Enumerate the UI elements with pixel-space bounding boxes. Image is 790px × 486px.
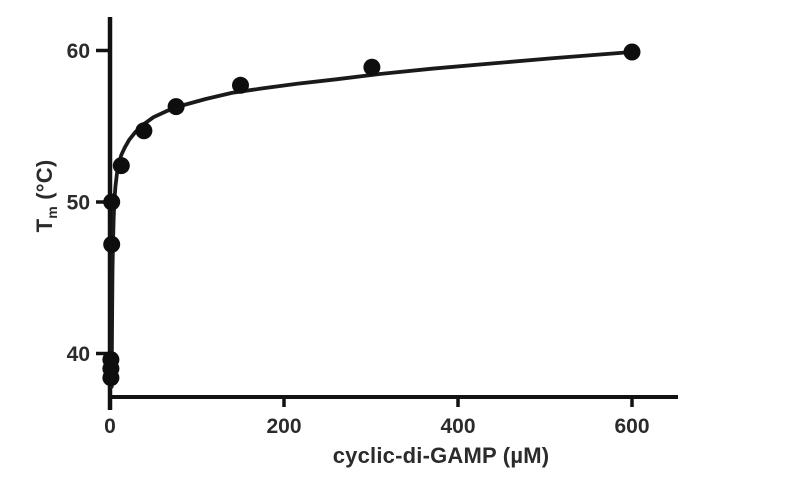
data-point <box>112 157 130 175</box>
x-tick-label: 0 <box>104 415 116 438</box>
x-tick-label: 600 <box>614 415 649 438</box>
data-point <box>363 58 381 76</box>
y-axis-label-symbol: T <box>32 218 57 233</box>
data-point <box>102 369 120 387</box>
data-point <box>232 76 249 94</box>
y-tick-label: 60 <box>67 40 90 63</box>
x-axis-label: cyclic-di-GAMP (µM) <box>332 443 550 468</box>
y-tick-label: 40 <box>67 343 90 366</box>
y-axis-label-units: (°C) <box>32 159 57 207</box>
fit-curve <box>109 50 634 389</box>
data-point <box>103 235 121 253</box>
x-tick-label: 200 <box>266 415 301 438</box>
data-point <box>167 98 185 116</box>
data-point <box>135 122 153 140</box>
y-tick-label: 50 <box>67 192 90 215</box>
y-axis-label: Tm (°C) <box>32 160 60 233</box>
x-tick-label: 400 <box>440 415 475 438</box>
data-point <box>103 193 121 211</box>
y-axis-label-subscript: m <box>44 206 60 219</box>
data-point <box>623 43 641 61</box>
